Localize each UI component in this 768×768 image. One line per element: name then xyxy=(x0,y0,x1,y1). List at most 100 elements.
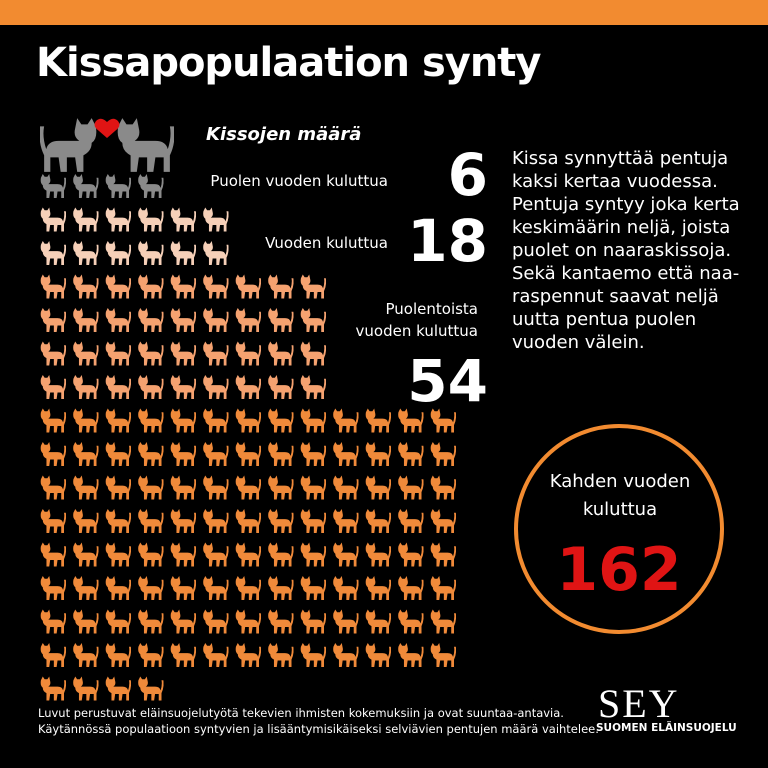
parent-cat xyxy=(117,118,174,172)
cat-icon xyxy=(138,542,164,567)
cat-icon xyxy=(73,542,99,567)
cat-icon xyxy=(235,609,261,634)
cat-icon xyxy=(40,676,66,701)
cat-icon xyxy=(138,408,164,433)
cat-icon xyxy=(73,509,99,533)
cat-icon xyxy=(300,542,326,567)
stage-count: 18 xyxy=(407,207,488,275)
cat-icon xyxy=(138,643,164,667)
cat-icon xyxy=(170,341,196,366)
stage-label: Vuoden kuluttua xyxy=(265,234,388,252)
cat-icon xyxy=(430,442,456,466)
top-bar xyxy=(0,0,768,25)
cat-icon xyxy=(235,274,261,299)
cat-icon xyxy=(235,542,261,567)
cat-icon xyxy=(300,274,326,299)
cat-icon xyxy=(40,274,66,299)
cat-icon xyxy=(300,341,326,366)
stage-count: 6 xyxy=(447,141,488,209)
cat-icon xyxy=(73,241,99,265)
cat-icon xyxy=(203,408,229,433)
cat-icon xyxy=(170,475,196,500)
cat-icon xyxy=(203,609,229,634)
cat-icon xyxy=(203,643,229,667)
cat-icon xyxy=(203,475,229,500)
cat-icon xyxy=(170,241,196,265)
cat-icon xyxy=(300,609,326,634)
cat-icon xyxy=(235,375,261,399)
cat-icon xyxy=(40,509,66,533)
cat-icon xyxy=(40,542,66,567)
cat-icon xyxy=(268,375,294,399)
cat-icon xyxy=(333,609,359,634)
cat-icon xyxy=(300,375,326,399)
cat-icon xyxy=(365,643,391,667)
cat-icon xyxy=(138,274,164,299)
cat-icon xyxy=(365,576,391,600)
cat-icon xyxy=(235,643,261,667)
cat-icon xyxy=(40,643,66,667)
cat-icon xyxy=(365,475,391,500)
cat-icon xyxy=(138,509,164,533)
stage-count: 54 xyxy=(407,347,488,415)
cat-icon xyxy=(203,308,229,332)
cat-icon xyxy=(105,207,131,232)
cat-icon xyxy=(105,676,131,701)
cat-icon xyxy=(105,174,131,198)
cat-icon xyxy=(138,241,164,265)
cat-icon xyxy=(333,542,359,567)
cat-icon xyxy=(105,241,131,265)
cat-icon xyxy=(73,475,99,500)
cat-icon xyxy=(398,643,424,667)
cat-icon xyxy=(170,542,196,567)
cat-icon xyxy=(268,576,294,600)
cat-icon xyxy=(235,509,261,533)
cat-icon xyxy=(398,609,424,634)
cat-icon xyxy=(40,475,66,500)
cat-icon xyxy=(73,676,99,701)
cat-icon xyxy=(398,475,424,500)
cat-icon xyxy=(300,576,326,600)
title: Kissapopulaation synty xyxy=(36,40,542,86)
cat-icon xyxy=(138,576,164,600)
stage-label: Puolen vuoden kuluttua xyxy=(210,172,388,190)
cat-icon xyxy=(105,509,131,533)
cat-icon xyxy=(138,375,164,399)
cat-icon xyxy=(170,442,196,466)
cat-icon xyxy=(105,643,131,667)
cat-icon xyxy=(365,442,391,466)
cat-icon xyxy=(300,509,326,533)
cat-icon xyxy=(138,442,164,466)
cat-icon xyxy=(398,509,424,533)
cat-icon xyxy=(170,576,196,600)
cat-icon xyxy=(365,542,391,567)
cat-icon xyxy=(333,643,359,667)
cat-icon xyxy=(105,542,131,567)
cat-icon xyxy=(235,576,261,600)
cat-icon xyxy=(203,442,229,466)
cat-icon xyxy=(105,341,131,366)
cat-icon xyxy=(333,509,359,533)
cat-icon xyxy=(138,207,164,232)
cat-icon xyxy=(268,542,294,567)
cat-icon xyxy=(40,408,66,433)
cat-icon xyxy=(430,643,456,667)
cat-icon xyxy=(203,375,229,399)
cat-icon xyxy=(170,375,196,399)
cat-icon xyxy=(40,174,66,198)
cat-icon xyxy=(300,442,326,466)
cat-icon xyxy=(235,308,261,332)
cat-icon xyxy=(333,576,359,600)
cat-icon xyxy=(268,341,294,366)
stage-label: Kahden vuoden kuluttua xyxy=(549,471,691,520)
cat-icon xyxy=(138,308,164,332)
cat-icon xyxy=(170,308,196,332)
cat-icon xyxy=(105,442,131,466)
cat-icon xyxy=(73,375,99,399)
cat-icon xyxy=(170,274,196,299)
cat-icon xyxy=(203,274,229,299)
cat-icon xyxy=(170,408,196,433)
heart xyxy=(94,118,120,138)
cat-icon xyxy=(73,643,99,667)
